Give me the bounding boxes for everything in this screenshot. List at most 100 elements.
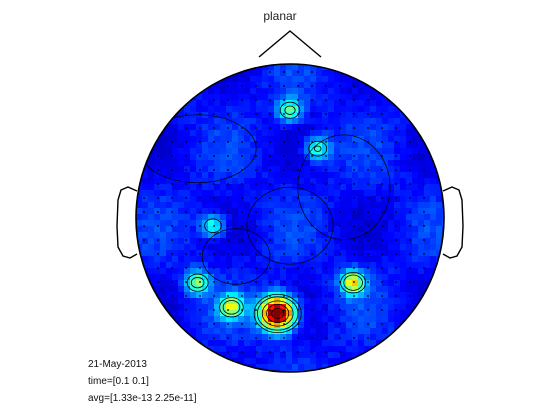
- map-cell: [178, 286, 185, 293]
- map-cell: [148, 202, 155, 209]
- map-cell: [352, 286, 359, 293]
- map-cell: [160, 280, 167, 287]
- map-cell: [370, 304, 377, 311]
- map-cell: [190, 124, 197, 131]
- map-cell: [256, 346, 263, 353]
- map-cell: [208, 106, 215, 113]
- sensor-dot: [185, 113, 187, 115]
- map-cell: [262, 340, 269, 347]
- map-cell: [268, 310, 275, 317]
- map-cell: [292, 244, 299, 251]
- map-cell: [316, 172, 323, 179]
- map-cell: [226, 124, 233, 131]
- map-cell: [184, 304, 191, 311]
- map-cell: [238, 298, 245, 305]
- map-cell: [340, 328, 347, 335]
- map-cell: [394, 322, 401, 329]
- map-cell: [364, 136, 371, 143]
- map-cell: [286, 322, 293, 329]
- map-cell: [370, 250, 377, 257]
- map-cell: [364, 184, 371, 191]
- map-cell: [316, 238, 323, 245]
- sensor-dot: [199, 239, 201, 241]
- map-cell: [256, 304, 263, 311]
- map-cell: [328, 70, 335, 77]
- map-cell: [340, 298, 347, 305]
- map-cell: [358, 202, 365, 209]
- map-cell: [442, 208, 444, 215]
- sensor-dot: [213, 197, 215, 199]
- sensor-dot: [241, 239, 243, 241]
- map-cell: [352, 310, 359, 317]
- map-cell: [304, 304, 311, 311]
- map-cell: [370, 100, 377, 107]
- map-cell: [202, 178, 209, 185]
- sensor-dot: [255, 113, 257, 115]
- map-cell: [334, 262, 341, 269]
- sensor-dot: [409, 281, 411, 283]
- map-cell: [418, 172, 425, 179]
- sensor-dot: [367, 281, 369, 283]
- map-cell: [358, 292, 365, 299]
- map-cell: [370, 232, 377, 239]
- map-cell: [238, 76, 245, 83]
- map-cell: [340, 166, 347, 173]
- map-cell: [418, 160, 425, 167]
- map-cell: [196, 334, 203, 341]
- map-cell: [358, 94, 365, 101]
- map-cell: [238, 286, 245, 293]
- map-cell: [238, 94, 245, 101]
- sensor-dot: [381, 267, 383, 269]
- map-cell: [232, 238, 239, 245]
- map-cell: [280, 370, 287, 372]
- map-cell: [292, 190, 299, 197]
- map-cell: [412, 262, 419, 269]
- sensor-dot: [325, 197, 327, 199]
- sensor-dot: [283, 211, 285, 213]
- map-cell: [340, 160, 347, 167]
- map-cell: [280, 364, 287, 371]
- map-cell: [154, 154, 161, 161]
- map-cell: [274, 202, 281, 209]
- map-cell: [370, 154, 377, 161]
- map-cell: [202, 292, 209, 299]
- map-cell: [286, 250, 293, 257]
- map-cell: [310, 100, 317, 107]
- map-cell: [184, 190, 191, 197]
- sensor-dot: [171, 155, 173, 157]
- map-cell: [310, 70, 317, 77]
- map-cell: [328, 298, 335, 305]
- sensor-dot: [353, 127, 355, 129]
- map-cell: [298, 226, 305, 233]
- map-cell: [166, 220, 173, 227]
- map-cell: [406, 268, 413, 275]
- map-cell: [394, 304, 401, 311]
- map-cell: [250, 292, 257, 299]
- sensor-dot: [283, 281, 285, 283]
- map-cell: [196, 220, 203, 227]
- map-cell: [196, 160, 203, 167]
- map-cell: [388, 262, 395, 269]
- map-cell: [208, 178, 215, 185]
- map-cell: [160, 130, 167, 137]
- map-cell: [298, 142, 305, 149]
- sensor-dot: [157, 211, 159, 213]
- map-cell: [262, 286, 269, 293]
- sensor-dot: [213, 211, 215, 213]
- map-cell: [142, 208, 149, 215]
- map-cell: [334, 184, 341, 191]
- map-cell: [346, 100, 353, 107]
- map-cell: [292, 148, 299, 155]
- map-cell: [238, 112, 245, 119]
- map-cell: [190, 250, 197, 257]
- map-cell: [220, 118, 227, 125]
- map-cell: [202, 88, 209, 95]
- map-cell: [322, 274, 329, 281]
- map-cell: [238, 346, 245, 353]
- map-cell: [232, 208, 239, 215]
- map-cell: [238, 142, 245, 149]
- sensor-dot: [199, 141, 201, 143]
- map-cell: [262, 214, 269, 221]
- map-cell: [280, 346, 287, 353]
